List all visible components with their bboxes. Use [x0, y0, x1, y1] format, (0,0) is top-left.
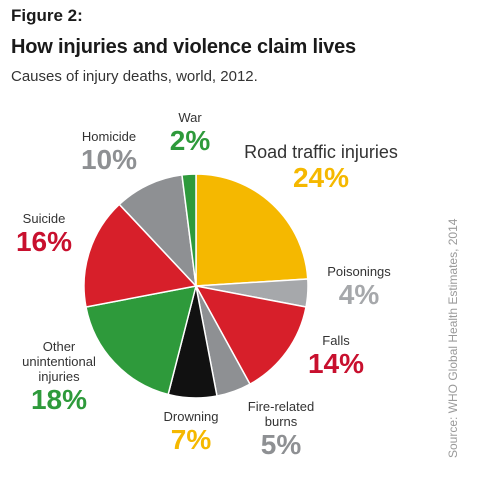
- slice-label-other: Other unintentional injuries 18%: [4, 339, 114, 415]
- slice-name: War: [178, 110, 202, 125]
- pie-slice-2: [194, 284, 307, 386]
- slice-name: Poisonings: [327, 264, 391, 279]
- slice-percent: 7%: [170, 423, 212, 455]
- pie-slice-5: [85, 285, 198, 396]
- pie-slice-8: [181, 173, 197, 287]
- slice-percent: 18%: [30, 383, 88, 415]
- slice-name: Fire-related: [247, 399, 315, 414]
- slice-label-war: War 2%: [160, 110, 220, 156]
- figure-label: Figure 2:: [11, 6, 83, 25]
- slice-name: Road traffic injuries: [244, 142, 398, 162]
- chart-subtitle: Causes of injury deaths, world, 2012.: [11, 68, 258, 85]
- slice-percent: 5%: [260, 428, 302, 460]
- slice-name: Falls: [322, 333, 350, 348]
- slice-name: burns: [264, 413, 298, 429]
- slice-percent: 4%: [338, 278, 380, 310]
- slice-label-falls: Falls 14%: [296, 333, 376, 379]
- slice-percent: 16%: [15, 225, 73, 257]
- slice-percent: 24%: [292, 161, 350, 193]
- slice-label-homicide: Homicide 10%: [66, 129, 152, 175]
- chart-title: How injuries and violence claim lives: [11, 36, 356, 58]
- slice-name: Other: [42, 339, 76, 354]
- slice-percent: 14%: [307, 347, 365, 379]
- slice-label-drown: Drowning 7%: [148, 409, 234, 455]
- slice-percent: 2%: [169, 124, 211, 156]
- slice-label-suicide: Suicide 16%: [6, 211, 82, 257]
- slice-name: unintentional: [22, 353, 96, 369]
- slice-name: Suicide: [22, 211, 66, 226]
- slice-label-fire: Fire-related burns 5%: [236, 399, 326, 460]
- slice-name: injuries: [38, 368, 80, 384]
- slice-name: Homicide: [81, 129, 137, 144]
- slice-name: Drowning: [163, 409, 219, 424]
- pie-slice-0: [195, 173, 309, 287]
- slice-label-poison: Poisonings 4%: [314, 264, 404, 310]
- slice-label-road: Road traffic injuries 24%: [226, 142, 416, 192]
- pie-slice-6: [83, 203, 198, 308]
- slice-percent: 10%: [80, 143, 138, 175]
